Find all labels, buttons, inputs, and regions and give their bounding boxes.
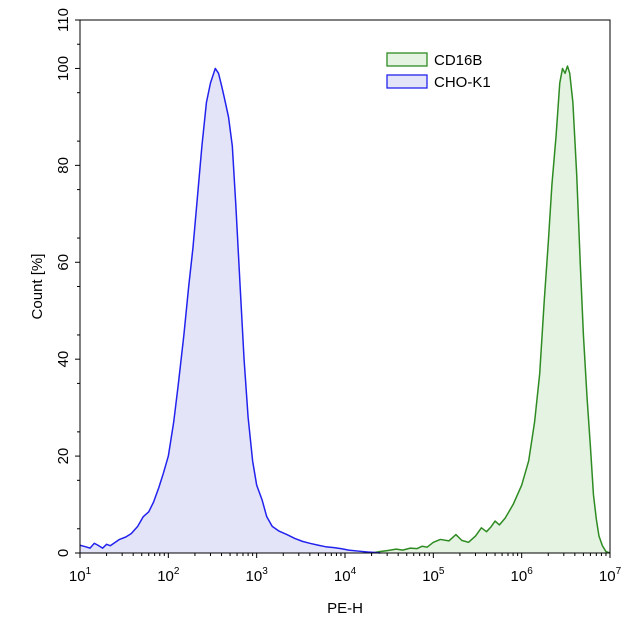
x-tick-label-exponent: 7 <box>616 566 622 577</box>
y-tick-label: 0 <box>55 549 72 557</box>
x-tick-label: 101 <box>69 566 92 585</box>
x-tick-label-exponent: 4 <box>351 566 357 577</box>
x-tick-label-exponent: 2 <box>174 566 180 577</box>
series-line-cd16b <box>371 65 611 554</box>
x-tick-label-base: 10 <box>69 568 86 585</box>
y-axis-title: Count [%] <box>29 254 46 320</box>
series-line-cho-k1 <box>79 67 381 554</box>
y-tick-label: 60 <box>55 254 72 271</box>
x-tick-label: 104 <box>334 566 357 585</box>
x-tick-label-base: 10 <box>422 568 439 585</box>
x-tick-label-base: 10 <box>334 568 351 585</box>
x-tick-label-exponent: 5 <box>439 566 445 577</box>
y-tick-label: 40 <box>55 351 72 368</box>
x-tick-label-base: 10 <box>246 568 263 585</box>
x-tick-label: 107 <box>599 566 622 585</box>
series-area-cho-k1 <box>80 68 381 553</box>
x-tick-label-exponent: 6 <box>527 566 533 577</box>
x-axis-title: PE-H <box>327 600 363 617</box>
y-tick-label: 100 <box>55 56 72 81</box>
legend-swatch-cho-k1 <box>386 74 428 89</box>
y-tick-label: 80 <box>55 157 72 174</box>
series-layer <box>79 65 611 554</box>
y-tick-label: 110 <box>55 8 72 32</box>
x-tick-label: 106 <box>511 566 534 585</box>
x-tick-label-base: 10 <box>511 568 528 585</box>
y-tick-label: 20 <box>55 448 72 465</box>
series-area-cd16b <box>371 66 610 553</box>
x-tick-label-exponent: 1 <box>86 566 92 577</box>
x-tick-label: 105 <box>422 566 445 585</box>
x-tick-label-base: 10 <box>599 568 616 585</box>
x-tick-label: 103 <box>246 566 269 585</box>
legend: CD16B CHO-K1 <box>386 52 491 91</box>
x-tick-label-exponent: 3 <box>262 566 268 577</box>
x-tick-label: 102 <box>157 566 180 585</box>
legend-label-cho-k1: CHO-K1 <box>434 74 491 91</box>
x-tick-label-base: 10 <box>157 568 174 585</box>
legend-swatch-cd16b <box>386 52 428 67</box>
legend-label-cd16b: CD16B <box>434 52 482 69</box>
